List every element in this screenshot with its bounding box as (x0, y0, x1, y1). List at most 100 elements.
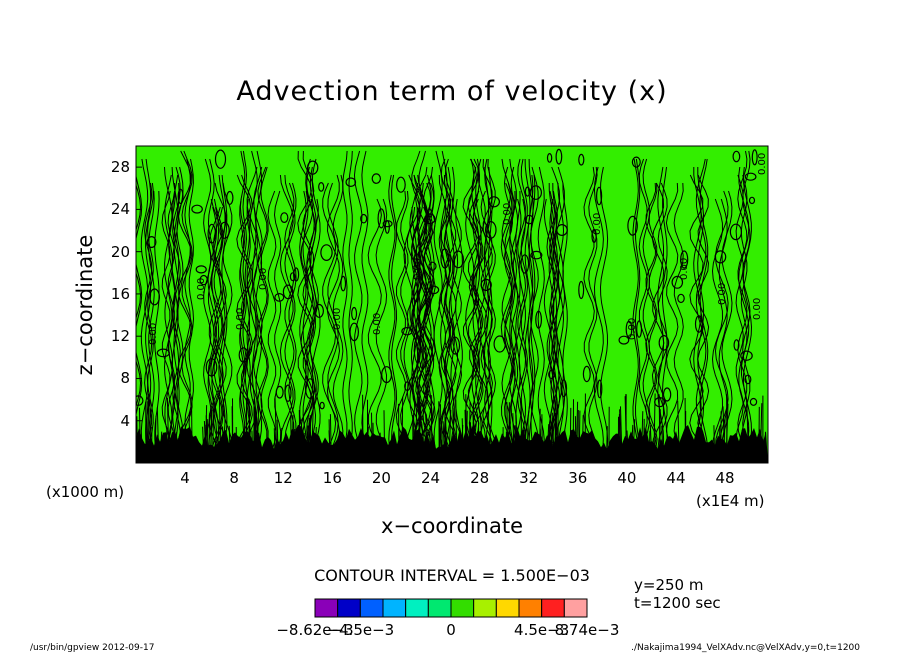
y-tick-label: 4 (120, 411, 130, 430)
contour-line (260, 166, 269, 463)
contour-eddy (732, 150, 741, 163)
contour-line (517, 158, 527, 463)
contour-line (488, 166, 493, 463)
boundary-streak (274, 396, 278, 463)
boundary-streak (541, 414, 543, 463)
boundary-streak (222, 426, 225, 463)
contour-eddy (520, 254, 530, 274)
contour-eddy (318, 181, 325, 192)
contour-eddy (305, 378, 316, 400)
x-tick-label: 20 (371, 469, 391, 487)
boundary-streak (328, 430, 332, 463)
contour-eddy (627, 215, 638, 236)
colorbar-swatch (495, 598, 520, 618)
boundary-streak (661, 425, 664, 463)
contour-eddy (413, 284, 419, 303)
boundary-streak (653, 393, 656, 463)
contour-line (311, 158, 321, 463)
contour-value-label: 0.00 (627, 318, 638, 340)
contour-eddy (662, 387, 672, 402)
contour-line (144, 182, 153, 463)
x-tick-label: 40 (617, 469, 637, 487)
contour-eddy (658, 334, 670, 351)
contour-eddy (360, 213, 368, 224)
contour-eddy (729, 223, 743, 241)
boundary-streak (626, 430, 630, 463)
contour-eddy (591, 228, 597, 244)
boundary-streak (175, 431, 178, 463)
contour-line (737, 150, 748, 463)
annotation-t: t=1200 sec (634, 594, 721, 612)
contour-line (528, 158, 534, 463)
contour-value-label: 0.00 (412, 258, 423, 280)
contour-line (593, 166, 604, 463)
boundary-streak (468, 402, 471, 463)
boundary-streak (658, 394, 661, 463)
contour-line (718, 198, 728, 463)
contour-eddy (733, 339, 740, 351)
boundary-streak (154, 415, 157, 463)
contour-value-label: 0.00 (752, 298, 763, 320)
contour-eddy (595, 186, 603, 206)
y-tick-label: 20 (110, 242, 130, 261)
boundary-streak (763, 431, 766, 463)
contour-line (462, 158, 477, 463)
boundary-streak (256, 416, 259, 463)
y-tick-label: 12 (110, 327, 130, 346)
contour-line (634, 158, 641, 463)
contour-line (172, 174, 180, 463)
contour-line (425, 174, 432, 463)
contour-line (530, 166, 539, 463)
contour-eddy (529, 185, 543, 200)
contour-eddy (377, 208, 386, 229)
contour-eddy (349, 322, 359, 342)
x-axis-label: x−coordinate (380, 514, 524, 538)
contour-line (552, 190, 558, 463)
contour-line (353, 150, 363, 463)
contour-line (147, 182, 154, 463)
boundary-streak (228, 425, 231, 463)
contour-line (302, 150, 315, 463)
boundary-streak (210, 407, 212, 463)
contour-eddy (744, 374, 752, 385)
contour-eddy (450, 336, 461, 355)
contour-line (742, 166, 753, 463)
y-unit-label: (x1000 m) (46, 483, 125, 501)
boundary-streak (166, 397, 170, 463)
contour-line (693, 167, 702, 463)
footer-left: /usr/bin/gpview 2012-09-17 (30, 643, 155, 653)
boundary-streak (677, 400, 680, 463)
y-tick-label: 16 (110, 284, 130, 303)
contour-line (154, 190, 160, 463)
x-unit-label: (x1E4 m) (696, 492, 765, 510)
colorbar-label: 8.74e−3 (554, 621, 620, 639)
boundary-streak (461, 418, 464, 463)
colorbar-label: 0 (446, 621, 456, 639)
colorbar-swatch (518, 598, 543, 618)
contour-line (322, 182, 337, 463)
boundary-streak (442, 421, 446, 463)
contour-eddy (205, 358, 218, 377)
boundary-streak (506, 402, 509, 463)
boundary-streak (625, 394, 627, 463)
contour-eddy (293, 267, 300, 282)
boundary-streak (398, 428, 401, 463)
contour-eddy (396, 176, 406, 193)
contour-line (239, 198, 245, 463)
x-tick-label: 44 (666, 469, 686, 487)
contour-line (171, 166, 179, 463)
contour-line (422, 206, 432, 463)
boundary-streak (301, 432, 304, 463)
contour-line (665, 182, 679, 463)
boundary-streak (156, 407, 160, 463)
colorbar-swatch (314, 598, 339, 618)
boundary-streak (648, 430, 651, 463)
contour-line (738, 166, 750, 463)
contour-line (520, 158, 529, 463)
contour-line (433, 150, 443, 463)
contour-eddy (428, 261, 437, 271)
boundary-streak (438, 401, 440, 463)
boundary-streak (159, 431, 163, 463)
boundary-streak (304, 432, 307, 463)
contour-value-label: 0.00 (717, 283, 728, 305)
